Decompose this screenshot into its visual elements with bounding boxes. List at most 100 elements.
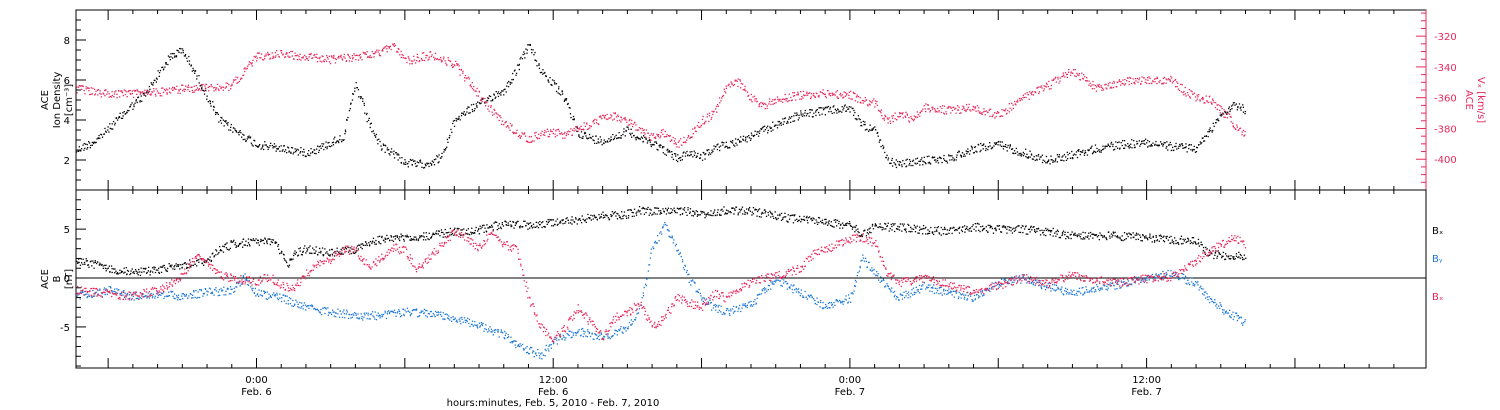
by-point bbox=[92, 289, 94, 292]
vx-point bbox=[673, 143, 675, 145]
bx-point bbox=[909, 231, 912, 233]
density-point bbox=[242, 133, 244, 135]
density-point bbox=[1138, 140, 1140, 142]
bx-point bbox=[557, 223, 559, 226]
vx-point bbox=[340, 54, 342, 56]
bx-point bbox=[226, 248, 228, 250]
bx-point bbox=[209, 259, 211, 261]
density-point bbox=[858, 118, 860, 120]
density-point bbox=[1096, 150, 1099, 152]
density-point bbox=[643, 135, 645, 137]
density-point bbox=[234, 129, 237, 132]
vx-point bbox=[636, 129, 639, 131]
density-point bbox=[1094, 144, 1097, 146]
bx-point bbox=[825, 218, 827, 221]
vx-point bbox=[1148, 76, 1150, 78]
bx-point bbox=[422, 235, 424, 237]
vx-point bbox=[752, 96, 754, 98]
vx-point bbox=[725, 85, 727, 87]
bx-point bbox=[101, 263, 103, 266]
bx-point bbox=[882, 227, 884, 229]
bx-point bbox=[1156, 239, 1159, 241]
density-point bbox=[654, 141, 656, 143]
density-point bbox=[1096, 147, 1098, 150]
density-point bbox=[220, 116, 222, 119]
density-point bbox=[341, 141, 343, 143]
density-point bbox=[523, 51, 525, 53]
vx-point bbox=[1089, 82, 1091, 85]
vx-point bbox=[478, 90, 480, 92]
bx-point bbox=[1105, 236, 1107, 239]
vx-point bbox=[155, 88, 157, 90]
bx-point bbox=[288, 266, 290, 268]
density-point bbox=[960, 156, 963, 158]
vx-point bbox=[485, 101, 487, 103]
bx-point bbox=[306, 249, 309, 251]
bx-point bbox=[1113, 232, 1115, 234]
density-point bbox=[1124, 144, 1126, 146]
vx-point bbox=[201, 84, 203, 86]
density-point bbox=[458, 117, 460, 119]
density-point bbox=[956, 154, 958, 156]
density-point bbox=[414, 162, 416, 165]
bx-point bbox=[185, 263, 187, 265]
vx-point bbox=[1198, 94, 1200, 96]
bx-point bbox=[1039, 234, 1042, 236]
vx-point bbox=[196, 87, 198, 89]
bx-point bbox=[828, 223, 830, 225]
bx-point bbox=[791, 214, 793, 216]
bx-point bbox=[497, 225, 499, 227]
bx-point bbox=[603, 214, 605, 217]
bx-point bbox=[406, 235, 408, 238]
bx-point bbox=[741, 206, 744, 208]
vx-point bbox=[746, 91, 749, 93]
density-point bbox=[1242, 111, 1245, 113]
bx-point bbox=[247, 238, 250, 240]
bx-point bbox=[590, 214, 592, 216]
by-point bbox=[185, 295, 187, 297]
bx-point bbox=[264, 238, 266, 240]
vx-point bbox=[694, 126, 696, 129]
bx-point bbox=[782, 218, 784, 220]
vx-point bbox=[888, 117, 890, 119]
vx-point bbox=[577, 128, 579, 130]
density-point bbox=[730, 140, 732, 142]
bx-point bbox=[1095, 234, 1097, 236]
vx-point bbox=[696, 125, 699, 127]
right-y-tick-label: -340 bbox=[1434, 63, 1457, 74]
bx-point bbox=[881, 229, 883, 231]
vx-point bbox=[85, 86, 87, 88]
vx-point bbox=[654, 136, 657, 138]
density-point bbox=[808, 115, 810, 117]
density-point bbox=[416, 165, 418, 167]
vx-point bbox=[192, 91, 194, 93]
bx-point bbox=[687, 207, 689, 209]
bx-point bbox=[600, 216, 602, 218]
vx-point bbox=[382, 47, 385, 49]
vx-point bbox=[957, 105, 959, 107]
bx-point bbox=[1194, 242, 1197, 244]
bx-point bbox=[940, 234, 942, 236]
density-point bbox=[259, 144, 261, 146]
vx-point bbox=[1225, 110, 1227, 112]
vx-point bbox=[176, 85, 178, 87]
density-point bbox=[1054, 161, 1056, 163]
vx-point bbox=[772, 103, 774, 105]
vx-point bbox=[1156, 77, 1159, 79]
vx-point bbox=[264, 55, 266, 57]
bx-point bbox=[1075, 234, 1077, 236]
right-y-tick-label: -380 bbox=[1434, 124, 1457, 135]
density-point bbox=[811, 116, 814, 118]
density-point bbox=[871, 128, 873, 130]
density-point bbox=[955, 156, 958, 158]
vx-point bbox=[1003, 109, 1005, 112]
bx-point bbox=[174, 264, 176, 267]
bx-point bbox=[383, 239, 385, 241]
by-point bbox=[141, 292, 143, 295]
vx-point bbox=[1047, 85, 1049, 88]
vx-point bbox=[881, 115, 883, 117]
bx-point bbox=[667, 207, 670, 209]
density-point bbox=[1190, 144, 1192, 146]
bx-point bbox=[437, 233, 439, 235]
vx-point bbox=[1129, 77, 1132, 79]
